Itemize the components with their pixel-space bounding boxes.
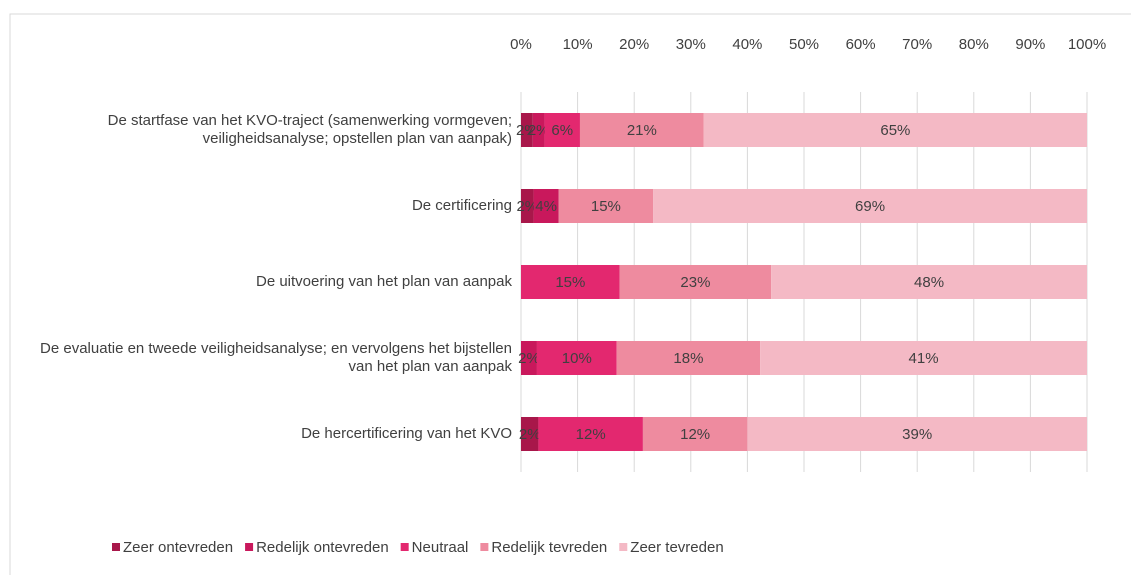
category-label: De evaluatie en tweede veiligheidsanalys…: [40, 340, 512, 375]
category-label: De hercertificering van het KVO: [301, 425, 512, 442]
value-label: 2%: [528, 122, 550, 139]
frame: [9, 13, 1131, 575]
legend-label: Redelijk ontevreden: [256, 539, 389, 556]
x-tick-label: 30%: [676, 36, 706, 53]
value-label: 41%: [909, 350, 939, 367]
value-label: 21%: [627, 122, 657, 139]
bar-segment: [544, 113, 580, 147]
value-label: 15%: [591, 198, 621, 215]
value-label: 2%: [519, 426, 541, 443]
legend-label: Redelijk tevreden: [491, 539, 607, 556]
bar-segment: [760, 341, 1087, 375]
value-label: 69%: [855, 198, 885, 215]
value-label: 4%: [535, 198, 557, 215]
bar-segment: [558, 189, 654, 223]
category-label: De startfase van het KVO-traject (samenw…: [107, 112, 512, 147]
value-label: 2%: [516, 198, 538, 215]
value-label: 12%: [576, 426, 606, 443]
legend-swatch: [245, 543, 254, 551]
category-label: De uitvoering van het plan van aanpak: [255, 273, 512, 290]
value-label: 48%: [914, 274, 944, 291]
legend-label: Neutraal: [412, 539, 469, 556]
value-label: 18%: [673, 350, 703, 367]
value-label: 23%: [680, 274, 710, 291]
legend-swatch: [112, 543, 120, 551]
bar-segment: [538, 417, 643, 451]
legend-swatch: [480, 543, 489, 551]
x-tick-label: 40%: [732, 36, 762, 53]
bar-segment: [642, 417, 748, 451]
legend-label: Zeer tevreden: [630, 539, 723, 556]
x-tick-label: 60%: [846, 36, 876, 53]
x-tick-label: 50%: [789, 36, 819, 53]
bar-segment: [771, 265, 1087, 299]
bar-segment: [521, 341, 537, 375]
bar-segment: [619, 265, 772, 299]
x-tick-label: 0%: [510, 36, 532, 53]
value-label: 39%: [902, 426, 932, 443]
x-tick-label: 90%: [1015, 36, 1045, 53]
x-tick-label: 100%: [1068, 36, 1106, 53]
value-label: 65%: [880, 122, 910, 139]
bar-segment: [533, 189, 559, 223]
legend-label: Zeer ontevreden: [123, 539, 233, 556]
value-label: 6%: [551, 122, 573, 139]
value-label: 12%: [680, 426, 710, 443]
bar-segment: [747, 417, 1087, 451]
bar-segment: [532, 113, 545, 147]
x-tick-label: 70%: [902, 36, 932, 53]
legend-swatch: [619, 543, 628, 551]
x-tick-label: 80%: [959, 36, 989, 53]
bar-segment: [579, 113, 704, 147]
bar-segment: [653, 189, 1087, 223]
bar-segment: [536, 341, 617, 375]
category-label: De certificering: [411, 197, 512, 214]
bar-segment: [521, 417, 539, 451]
bar-segment: [521, 189, 534, 223]
value-label: 2%: [516, 122, 538, 139]
value-label: 10%: [562, 350, 592, 367]
bar-segment: [521, 113, 533, 147]
value-label: 15%: [555, 274, 585, 291]
bar-segment: [703, 113, 1087, 147]
x-tick-label: 10%: [563, 36, 593, 53]
legend-swatch: [400, 543, 409, 551]
value-label: 2%: [518, 350, 540, 367]
bar-segment: [616, 341, 761, 375]
bar-segment: [521, 265, 620, 299]
x-tick-label: 20%: [619, 36, 649, 53]
